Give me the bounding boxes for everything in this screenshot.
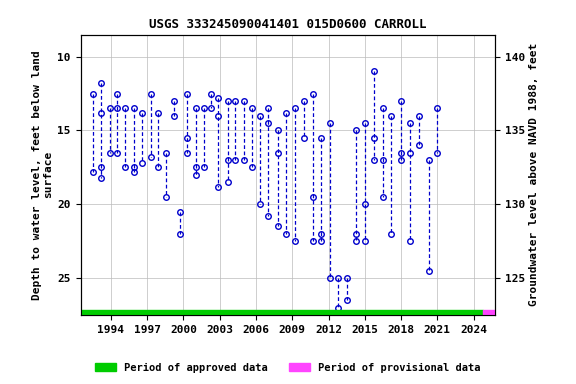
Title: USGS 333245090041401 015D0600 CARROLL: USGS 333245090041401 015D0600 CARROLL bbox=[149, 18, 427, 31]
Bar bbox=[483, 310, 495, 322]
Legend: Period of approved data, Period of provisional data: Period of approved data, Period of provi… bbox=[91, 359, 485, 377]
Bar bbox=[81, 310, 483, 322]
Y-axis label: Depth to water level, feet below land
surface: Depth to water level, feet below land su… bbox=[32, 50, 53, 300]
Y-axis label: Groundwater level above NAVD 1988, feet: Groundwater level above NAVD 1988, feet bbox=[529, 43, 540, 306]
